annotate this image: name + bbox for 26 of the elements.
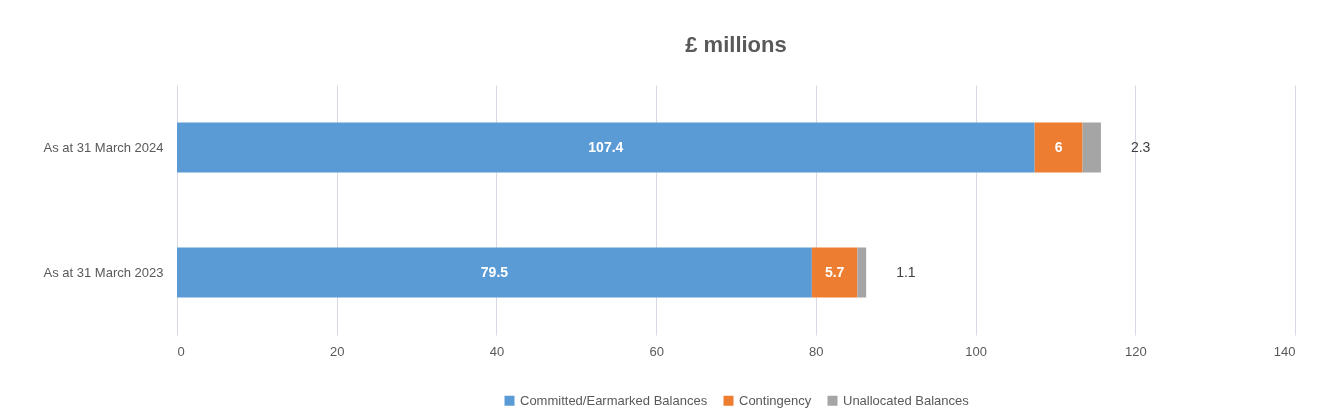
- data-label: 5.7: [824, 263, 845, 280]
- x-tick-label: 140: [1273, 343, 1296, 359]
- bar: [811, 247, 858, 298]
- bar: [177, 247, 812, 298]
- bar: [177, 122, 1035, 173]
- x-tick-label: 60: [649, 343, 664, 359]
- bar: [857, 247, 867, 298]
- y-tick-label: As at 31 March 2023: [43, 264, 164, 280]
- y-tick-label: As at 31 March 2024: [43, 139, 164, 155]
- legend-label: Committed/Earmarked Balances: [520, 392, 708, 408]
- data-label: 79.5: [480, 263, 509, 280]
- chart-title: £ millions: [685, 32, 787, 57]
- data-label: 6: [1054, 138, 1063, 155]
- x-tick-label: 40: [489, 343, 505, 359]
- x-tick-label: 0: [177, 343, 185, 359]
- bar: [1034, 122, 1083, 173]
- x-tick-label: 120: [1124, 343, 1147, 359]
- legend-label: Unallocated Balances: [843, 392, 970, 408]
- x-tick-label: 20: [329, 343, 345, 359]
- legend-label: Contingency: [739, 392, 812, 408]
- bar: [1082, 122, 1101, 173]
- data-label: 107.4: [588, 138, 624, 155]
- x-tick-label: 100: [965, 343, 987, 359]
- data-label: 2.3: [1130, 138, 1151, 155]
- data-label: 1.1: [896, 263, 916, 280]
- x-tick-label: 80: [809, 343, 824, 359]
